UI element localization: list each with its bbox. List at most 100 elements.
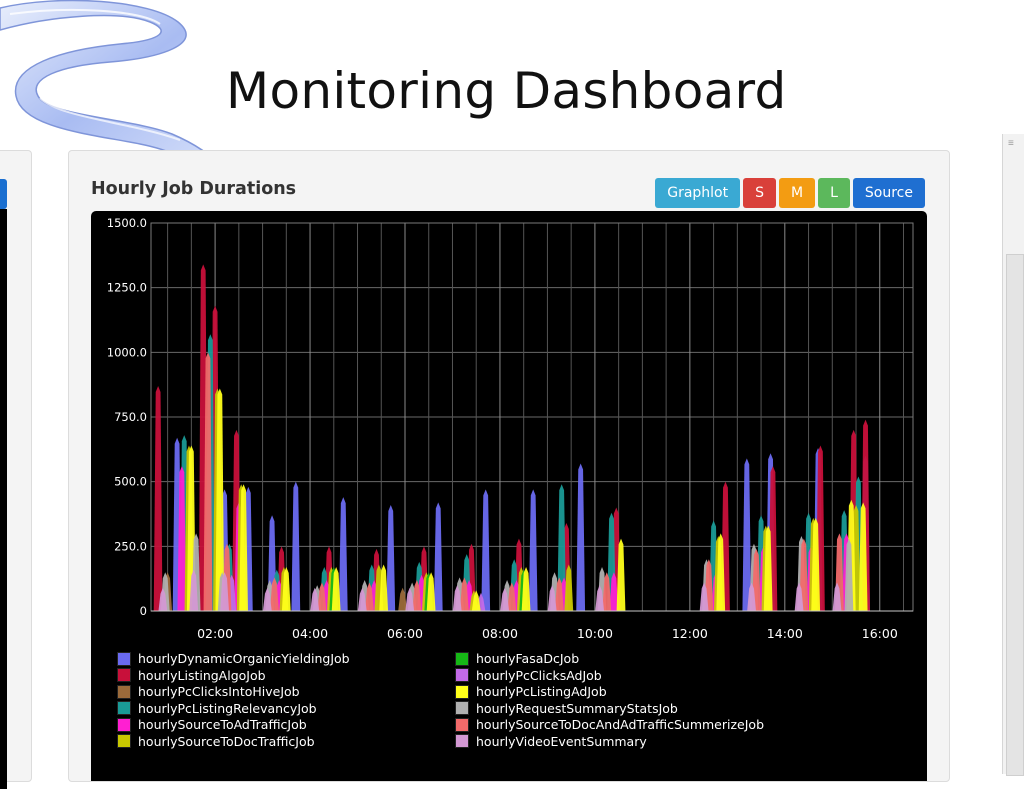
legend-swatch <box>455 684 469 699</box>
bar-hourlyVideoEventSummary <box>262 587 272 611</box>
bar-hourlyPcListingAdJob <box>379 564 389 611</box>
legend-item[interactable]: hourlyDynamicOrganicYieldingJob <box>117 651 350 666</box>
y-tick-label: 0 <box>140 604 147 618</box>
left-panel-button[interactable] <box>0 179 7 209</box>
ribbon-decoration <box>0 0 224 173</box>
bar-hourlyVideoEventSummary <box>158 587 168 611</box>
x-tick-label: 04:00 <box>292 626 328 641</box>
legend-item[interactable]: hourlySourceToDocTrafficJob <box>117 734 315 749</box>
legend-label: hourlyPcListingAdJob <box>476 684 607 699</box>
source-button[interactable]: Source <box>852 178 925 208</box>
bar-hourlySourceToAdTrafficJob <box>177 466 187 611</box>
scroll-thumb[interactable] <box>1006 254 1024 776</box>
legend-item[interactable]: hourlyPcListingAdJob <box>455 684 607 699</box>
y-tick-label: 500.0 <box>114 475 147 489</box>
bar-hourlyVideoEventSummary <box>189 569 199 611</box>
bar-hourlyPcListingAdJob <box>471 590 481 611</box>
bar-hourlySourceToDocAndAdTrafficSummerizeJob <box>317 582 327 611</box>
bar-hourlyPcListingAdJob <box>763 525 773 611</box>
legend-label: hourlyPcClicksAdJob <box>476 667 602 683</box>
right-scrollbar[interactable]: ≡ <box>1002 134 1024 776</box>
bar-hourlyPcClicksIntoHiveJob <box>398 587 408 611</box>
bar-hourlyVideoEventSummary <box>452 585 462 611</box>
legend-swatch <box>455 701 469 715</box>
legend-item[interactable]: hourlyVideoEventSummary <box>455 734 647 749</box>
x-tick-label: 02:00 <box>197 626 233 641</box>
bar-hourlyDynamicOrganicYieldingJob <box>291 481 301 611</box>
bar-hourlyDynamicOrganicYieldingJob <box>528 489 538 611</box>
legend-swatch <box>117 668 131 682</box>
bar-hourlyDynamicOrganicYieldingJob <box>386 504 396 611</box>
panel-button-group: Graphlot S M L Source <box>655 178 925 208</box>
bar-hourlyVideoEventSummary <box>357 587 367 611</box>
size-large-button[interactable]: L <box>818 178 850 208</box>
bar-hourlyListingAlgoJob <box>153 385 163 611</box>
bar-hourlySourceToAdTrafficJob <box>609 572 619 611</box>
legend-label: hourlyDynamicOrganicYieldingJob <box>138 651 350 666</box>
y-tick-label: 1500.0 <box>107 216 147 230</box>
graphlot-button[interactable]: Graphlot <box>655 178 741 208</box>
legend-swatch <box>117 717 131 732</box>
legend-label: hourlySourceToAdTrafficJob <box>138 717 307 732</box>
bar-hourlySourceToDocAndAdTrafficSummerizeJob <box>270 577 279 611</box>
size-small-button[interactable]: S <box>743 178 776 208</box>
x-tick-label: 12:00 <box>672 626 708 641</box>
bar-hourlyDynamicOrganicYieldingJob <box>481 489 491 611</box>
bar-hourlyVideoEventSummary <box>832 582 842 611</box>
legend-item[interactable]: hourlyRequestSummaryStatsJob <box>455 701 678 716</box>
legend-item[interactable]: hourlySourceToDocAndAdTrafficSummerizeJo… <box>455 717 764 732</box>
chart-area: 1500.0 1250.0 1000.0 750.0 500.0 250.0 0 02:00 0… <box>91 211 927 781</box>
bar-hourlySourceToDocAndAdTrafficSummerizeJob <box>412 579 422 611</box>
bar-hourlySourceToDocAndAdTrafficSummerizeJob <box>554 577 564 611</box>
bar-hourlyPcListingAdJob <box>331 567 341 611</box>
bar-hourlyPcListingAdJob <box>215 388 225 611</box>
bar-hourlyDynamicOrganicYieldingJob <box>338 497 348 611</box>
bar-hourlySourceToDocAndAdTrafficSummerizeJob <box>364 582 374 611</box>
bar-hourlyVideoEventSummary <box>220 572 229 611</box>
chart-panel: Hourly Job Durations Graphlot S M L Sour… <box>68 150 950 782</box>
bar-hourlySourceToDocAndAdTrafficSummerizeJob <box>602 572 612 611</box>
x-tick-label: 16:00 <box>862 626 898 641</box>
legend-label: hourlyPcClicksIntoHiveJob <box>138 684 300 699</box>
legend-swatch <box>117 701 131 715</box>
slide-title: Monitoring Dashboard <box>226 62 787 120</box>
legend-item[interactable]: hourlyFasaDcJob <box>455 651 579 666</box>
bar-hourlyPcListingAdJob <box>858 502 868 611</box>
legend-swatch <box>455 717 469 732</box>
bar-hourlyDynamicOrganicYieldingJob <box>742 458 752 611</box>
bar-hourlyDynamicOrganicYieldingJob <box>576 463 586 611</box>
x-tick-label: 10:00 <box>577 626 613 641</box>
bar-hourlyVideoEventSummary <box>595 585 605 611</box>
legend-item[interactable]: hourlyPcClicksIntoHiveJob <box>117 684 300 699</box>
scroll-grip-icon: ≡ <box>1008 138 1014 149</box>
bar-hourlyVideoEventSummary <box>747 582 756 611</box>
legend-label: hourlySourceToDocAndAdTrafficSummerizeJo… <box>476 717 765 732</box>
legend-item[interactable]: hourlySourceToAdTrafficJob <box>117 717 307 732</box>
legend-swatch <box>117 651 131 666</box>
legend-item[interactable]: hourlyPcListingRelevancyJob <box>117 701 317 716</box>
bar-hourlyPcListingAdJob <box>716 533 726 611</box>
legend-label: hourlySourceToDocTrafficJob <box>138 733 315 749</box>
bar-hourlyPcListingAdJob <box>616 538 626 611</box>
bar-hourlyVideoEventSummary <box>310 587 320 611</box>
left-panel-chart <box>0 209 7 789</box>
x-tick-label: 08:00 <box>482 626 518 641</box>
bar-hourlyPcListingAdJob <box>811 517 821 611</box>
size-medium-button[interactable]: M <box>779 178 816 208</box>
x-tick-label: 06:00 <box>387 626 423 641</box>
bar-hourlyVideoEventSummary <box>699 582 709 611</box>
bar-hourlySourceToDocTrafficJob <box>564 564 574 611</box>
bar-hourlyDynamicOrganicYieldingJob <box>433 502 443 611</box>
y-tick-label: 250.0 <box>114 539 147 553</box>
bar-hourlySourceToDocAndAdTrafficSummerizeJob <box>459 577 469 611</box>
legend-item[interactable]: hourlyListingAlgoJob <box>117 668 266 683</box>
panel-title: Hourly Job Durations <box>91 179 297 199</box>
legend-label: hourlyListingAlgoJob <box>138 667 266 683</box>
y-tick-label: 750.0 <box>114 410 147 424</box>
bar-hourlyPcListingAdJob <box>239 484 248 611</box>
legend-item[interactable]: hourlyPcClicksAdJob <box>455 668 602 683</box>
bar-hourlySourceToDocAndAdTrafficSummerizeJob <box>507 582 517 611</box>
legend-label: hourlyFasaDcJob <box>476 651 580 666</box>
bar-hourlyPcListingAdJob <box>281 567 291 611</box>
bar-hourlySourceToDocAndAdTrafficSummerizeJob <box>203 352 213 611</box>
